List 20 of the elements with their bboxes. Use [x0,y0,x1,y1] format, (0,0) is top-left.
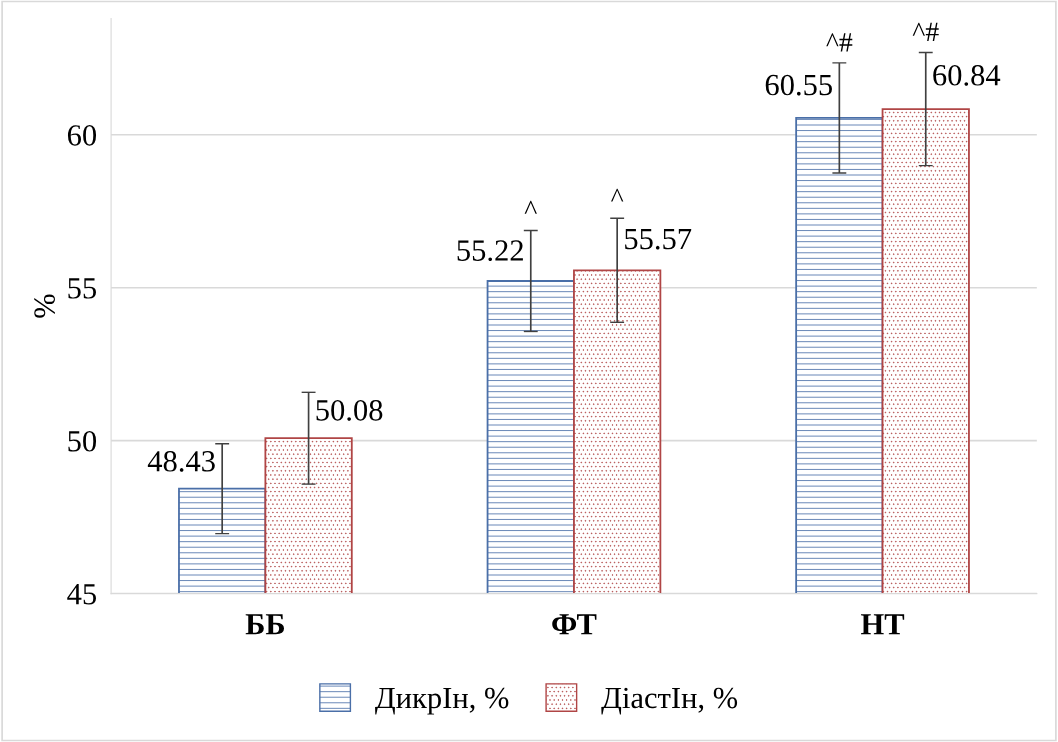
annotation: ^# [826,33,853,52]
data-label: 50.08 [316,400,383,421]
x-tick-label: ББ [245,614,285,635]
annotation: ^ [611,188,624,202]
x-tick-label: ФТ [552,614,597,635]
data-label: 55.57 [625,229,692,250]
legend-label: ДикрІн, % [375,687,509,715]
data-label: 48.43 [147,450,215,472]
x-tick-label: НТ [860,614,905,635]
y-axis-title: % [34,294,55,318]
data-label: 60.84 [933,64,1001,86]
data-label: 60.55 [765,74,832,96]
annotation: ^ [524,200,537,214]
y-tick-label: 55 [68,278,97,299]
data-label: 55.22 [457,240,523,262]
annotation: ^# [912,22,939,42]
y-tick-label: 60 [67,125,97,146]
y-tick-label: 50 [68,430,97,452]
y-tick-label: 45 [67,584,97,605]
legend-label: ДіастІн, % [601,687,738,715]
